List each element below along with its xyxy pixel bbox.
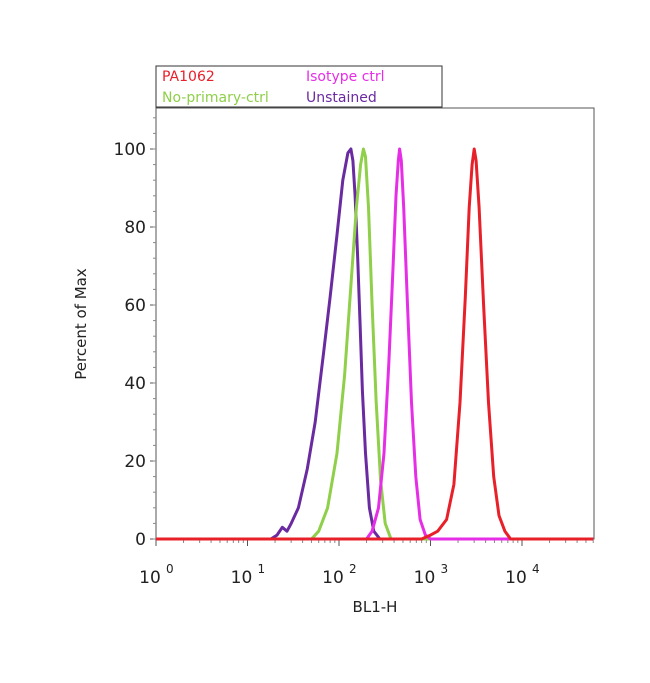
x-tick-exponent-2: 2 [349,562,357,576]
x-tick-label-3: 10 [414,568,436,588]
series-layer [156,147,594,541]
y-axis: 0 20 40 60 80 100 [114,117,156,550]
series-line-no-primary-ctrl [156,147,594,541]
x-tick-label-2: 10 [322,568,344,588]
legend: PA1062 Isotype ctrl No-primary-ctrl Unst… [155,65,443,108]
x-axis: 10 0 10 1 10 2 10 3 10 4 [139,539,594,588]
series-line-pa1062 [156,147,594,541]
x-tick-exponent-3: 3 [441,562,449,576]
y-tick-label-60: 60 [124,296,146,316]
y-tick-label-40: 40 [124,374,146,394]
y-tick-label-100: 100 [114,140,146,160]
y-tick-label-0: 0 [135,530,146,550]
legend-label-unstained: Unstained [306,90,377,106]
x-tick-exponent-4: 4 [532,562,540,576]
series-line-unstained [156,147,594,541]
legend-label-pa1062: PA1062 [162,69,215,85]
legend-label-no-primary-ctrl: No-primary-ctrl [162,90,269,106]
y-tick-label-80: 80 [124,218,146,238]
y-axis-title: Percent of Max [72,268,90,380]
plot-area [155,107,595,540]
x-tick-exponent-1: 1 [258,562,266,576]
series-line-isotype-ctrl [156,147,594,541]
x-axis-title: BL1-H [353,598,398,616]
x-tick-label-1: 10 [231,568,253,588]
x-tick-exponent-0: 0 [166,562,174,576]
x-tick-label-4: 10 [505,568,527,588]
legend-box [155,65,443,108]
x-tick-label-0: 10 [139,568,161,588]
y-tick-label-20: 20 [124,452,146,472]
legend-label-isotype-ctrl: Isotype ctrl [306,69,385,85]
